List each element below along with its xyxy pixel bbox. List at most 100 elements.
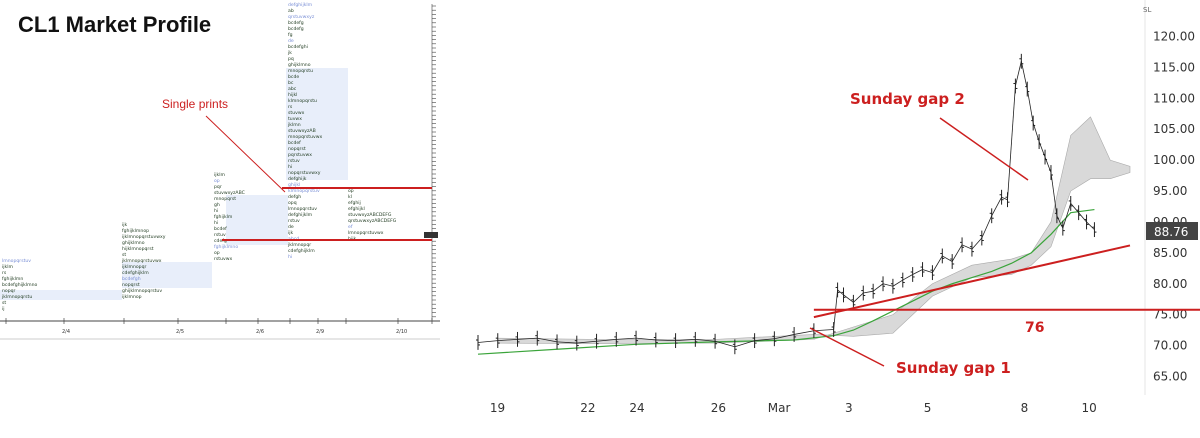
tpo-row: rstuv bbox=[288, 218, 300, 224]
tpo-row: rstuvwx bbox=[214, 256, 232, 262]
tpo-row: op bbox=[214, 251, 220, 256]
tpo-row: fghijklmnop bbox=[122, 228, 149, 234]
tpo-row: ijklm bbox=[2, 264, 13, 270]
tpo-row: ghijklmno bbox=[122, 240, 145, 246]
tpo-row: fghijklm bbox=[214, 214, 233, 220]
tpo-row: nopqr bbox=[2, 288, 16, 294]
x-tick-label: Mar bbox=[768, 401, 791, 415]
tpo-row: ijk bbox=[288, 230, 294, 236]
x-tick-label: 24 bbox=[629, 401, 644, 415]
tpo-row: lmnopqrstuv bbox=[288, 206, 317, 212]
price-ladder bbox=[424, 4, 438, 320]
tpo-row: fghijklmno bbox=[214, 244, 238, 250]
tpo-row: nopqrst bbox=[288, 146, 306, 152]
tpo-row: jklmn bbox=[287, 122, 301, 128]
market-profile-svg: lmnopqrstuvijklmrsfghijklmnbcdefghijklmn… bbox=[0, 2, 440, 340]
trendline bbox=[813, 244, 1131, 319]
y-tick-label: 120.00 bbox=[1153, 30, 1195, 44]
value-area-bg bbox=[0, 290, 122, 300]
single-prints-pointer bbox=[205, 115, 286, 193]
market-profile-panel: CL1 Market Profile Single prints lmnopqr… bbox=[0, 0, 440, 433]
tpo-row: ghijklmnopqrstuv bbox=[122, 288, 162, 294]
y-tick-label: 110.00 bbox=[1153, 91, 1195, 105]
y-tick-label: 80.00 bbox=[1153, 277, 1187, 291]
market-profile-title: CL1 Market Profile bbox=[18, 12, 212, 37]
tpo-row: defghijklm bbox=[288, 2, 313, 8]
y-tick-label: 85.00 bbox=[1153, 246, 1187, 260]
tpo-row: lmnopqrstuv bbox=[2, 258, 31, 264]
tpo-row: pqr bbox=[214, 184, 222, 190]
tpo-row: bcdef bbox=[214, 226, 227, 232]
current-price-text: 88.76 bbox=[1154, 225, 1188, 239]
tpo-row: hi bbox=[288, 254, 292, 260]
tpo-rows: lmnopqrstuvijklmrsfghijklmnbcdefghijklmn… bbox=[1, 2, 397, 312]
tpo-row: hijklmnopqrst bbox=[122, 246, 154, 252]
tpo-row: qrstuvwxyzABCDEFG bbox=[348, 218, 397, 224]
tpo-row: defghijklm bbox=[288, 212, 313, 218]
tpo-row: hijkl bbox=[288, 92, 297, 98]
tpo-row: cdefg bbox=[214, 238, 227, 244]
y-tick-label: 70.00 bbox=[1153, 339, 1187, 353]
tpo-row: efghij bbox=[348, 200, 361, 206]
x-tick-label: 5 bbox=[924, 401, 932, 415]
tpo-row: ef bbox=[348, 224, 353, 230]
tpo-row: cdefghijklm bbox=[288, 248, 315, 254]
sunday-gap-2-label: Sunday gap 2 bbox=[850, 90, 965, 108]
tpo-row: ijklm bbox=[214, 172, 225, 178]
tpo-row: defghijk bbox=[288, 176, 307, 182]
tpo-row: mnopqrstuvwx bbox=[288, 134, 322, 140]
tpo-row: rs bbox=[2, 270, 7, 276]
tpo-row: stuvwxyzABCDEFG bbox=[348, 212, 392, 218]
tpo-row: ijklmnopqrstuvwxy bbox=[122, 234, 166, 240]
tpo-row: hi bbox=[214, 220, 218, 226]
tpo-row: jk bbox=[287, 50, 292, 56]
tpo-row: opq bbox=[288, 201, 297, 206]
tpo-row: klmnopqrstu bbox=[288, 98, 317, 104]
tpo-row: ghijklmno bbox=[288, 62, 311, 68]
value-area-bg bbox=[226, 195, 288, 245]
y-tick-label: 75.00 bbox=[1153, 308, 1187, 322]
tpo-row: ijklmnopqr bbox=[122, 264, 147, 270]
tpo-row: bcdefgh bbox=[122, 276, 141, 282]
tpo-row: rstuv bbox=[214, 232, 226, 238]
tpo-row: qrstuvwxyz bbox=[288, 14, 315, 20]
tpo-row: st bbox=[2, 300, 6, 306]
tpo-row: defgh bbox=[288, 194, 301, 200]
price-chart-panel: 65.00 70.00 75.00 80.00 85.00 90.00 95.00 100.0… bbox=[440, 0, 1200, 433]
mp-x-tick-label: 2/10 bbox=[396, 329, 407, 335]
mp-x-tick-label: 2/6 bbox=[256, 329, 264, 335]
tpo-row: bc bbox=[288, 80, 294, 86]
tpo-row: rstuv bbox=[288, 158, 300, 164]
tpo-row: lmnopqrstuvwx bbox=[348, 230, 384, 236]
x-tick-label: 22 bbox=[580, 401, 595, 415]
tpo-row: ijk bbox=[122, 222, 128, 228]
cloud-area bbox=[497, 116, 1131, 345]
gap2-pointer bbox=[939, 117, 1029, 181]
tpo-row: fg bbox=[288, 32, 293, 38]
y-tick-label: 100.00 bbox=[1153, 153, 1195, 167]
gap1-pointer bbox=[809, 327, 885, 367]
mp-x-tick-label: 2/4 bbox=[62, 329, 70, 335]
tpo-row: hi bbox=[288, 164, 292, 170]
tpo-row: nopqrstuvwxy bbox=[288, 170, 321, 176]
tpo-row: jklmnopqrstu bbox=[1, 294, 32, 300]
x-axis-ticks: 19 22 24 26 Mar 3 5 8 10 bbox=[490, 401, 1097, 415]
y-tick-label: 95.00 bbox=[1153, 184, 1187, 198]
value-area-bg bbox=[122, 262, 212, 288]
tpo-row: bcde bbox=[288, 74, 299, 80]
tpo-row: ij bbox=[2, 306, 5, 312]
tpo-row: klmnopqrstuv bbox=[288, 188, 320, 194]
tpo-row: kl bbox=[348, 194, 352, 200]
tpo-row: cdefghijklm bbox=[122, 270, 149, 276]
y-axis-ticks: 65.0070.0075.0080.0085.0090.0095.00100.0… bbox=[1153, 30, 1195, 384]
tpo-row: bcdefg bbox=[288, 20, 304, 26]
current-price-badge bbox=[1146, 222, 1198, 240]
tpo-row: op bbox=[214, 179, 220, 184]
mp-price-marker bbox=[424, 232, 438, 238]
x-tick-label: 26 bbox=[711, 401, 726, 415]
tpo-row: jklmnopqr bbox=[287, 242, 311, 248]
x-tick-label: 8 bbox=[1021, 401, 1029, 415]
tpo-row: de bbox=[288, 38, 294, 44]
mp-x-ticks: 2/4 2/5 2/6 2/9 2/10 bbox=[5, 318, 433, 335]
level-76-label: 76 bbox=[1025, 320, 1044, 336]
